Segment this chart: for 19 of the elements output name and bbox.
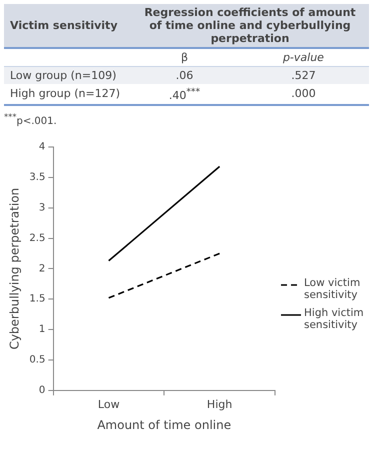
y-tick-label: 0.5 — [29, 354, 46, 366]
x-tick-label: Low — [98, 398, 120, 411]
y-tick-label: 3 — [38, 202, 46, 214]
y-tick-label: 1.5 — [29, 294, 46, 305]
x-tick-label: High — [206, 398, 232, 411]
legend-label: Low victim sensitivity — [304, 276, 362, 301]
y-tick-label: 1 — [38, 324, 46, 336]
text: $^{***}$p<.001. — [4, 112, 57, 127]
text: β — [180, 51, 188, 64]
y-tick-label: 2.5 — [29, 232, 46, 244]
y-tick-label: 0 — [38, 384, 46, 396]
y-tick-label: 2 — [38, 263, 46, 274]
y-tick-label: 4 — [38, 142, 46, 153]
x-axis-title: Amount of time online — [97, 418, 232, 432]
y-axis-title: Cyberbullying perpetration — [7, 188, 22, 350]
legend-label: High victim sensitivity — [304, 306, 365, 331]
y-tick-label: 3.5 — [29, 172, 46, 184]
text: p-value — [282, 51, 324, 64]
table-row: High group (n=127) .40$^{***}$ .000 — [4, 84, 369, 105]
